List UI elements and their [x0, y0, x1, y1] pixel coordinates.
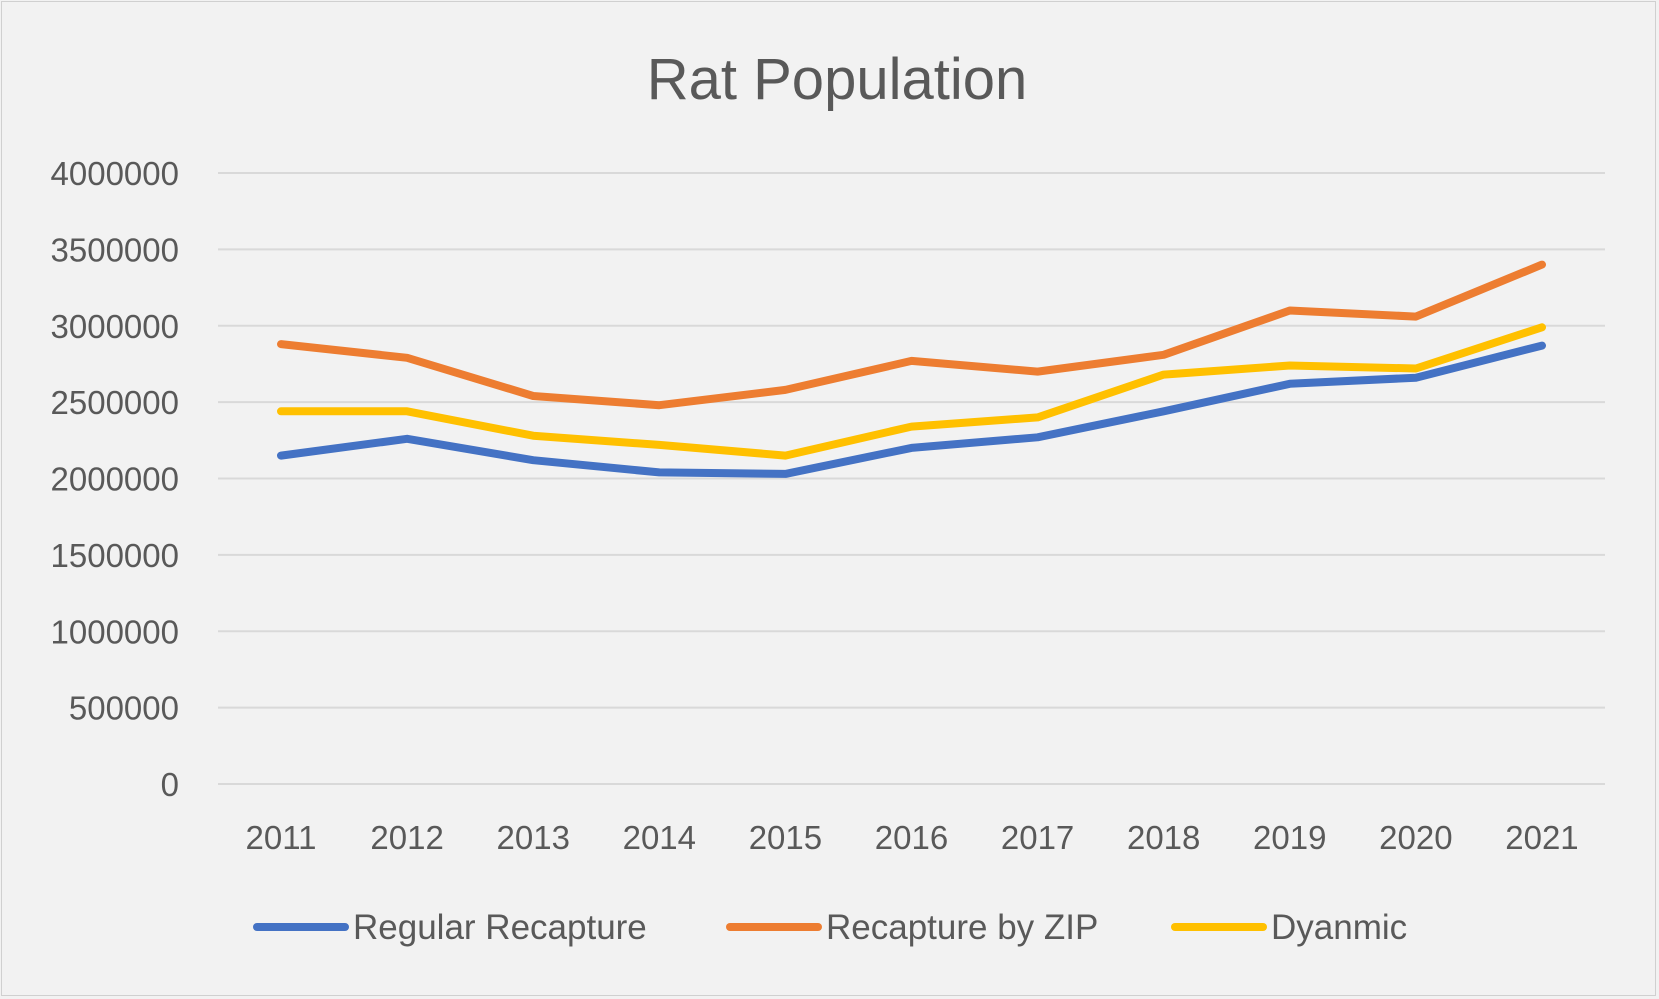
y-tick-label: 4000000 — [51, 155, 179, 192]
legend-label: Regular Recapture — [353, 908, 647, 947]
x-tick-label: 2016 — [875, 819, 948, 856]
x-axis-ticks: 2011 2012 2013 2014 2015 2016 2017 2018 2019 2020… — [246, 819, 1579, 856]
y-tick-label: 1500000 — [51, 537, 179, 574]
y-tick-label: 3000000 — [51, 308, 179, 345]
x-tick-label: 2014 — [623, 819, 696, 856]
y-tick-label: 0 — [161, 766, 179, 803]
legend-label: Recapture by ZIP — [826, 908, 1098, 947]
x-tick-label: 2019 — [1253, 819, 1326, 856]
y-tick-label: 2500000 — [51, 384, 179, 421]
x-tick-label: 2015 — [749, 819, 822, 856]
y-tick-label: 500000 — [69, 690, 179, 727]
x-tick-label: 2013 — [497, 819, 570, 856]
series-line-3 — [277, 323, 1546, 460]
gridlines — [218, 172, 1605, 785]
y-tick-label: 1000000 — [51, 613, 179, 650]
x-tick-label: 2017 — [1001, 819, 1074, 856]
x-tick-label: 2011 — [246, 819, 317, 856]
y-axis-ticks: 0 500000 1000000 1500000 2000000 2500000 30000… — [51, 155, 179, 803]
x-tick-label: 2020 — [1379, 819, 1452, 856]
x-tick-label: 2018 — [1127, 819, 1200, 856]
x-tick-label: 2012 — [370, 819, 443, 856]
legend-label: Dyanmic — [1271, 908, 1407, 947]
y-tick-label: 2000000 — [51, 461, 179, 498]
x-tick-label: 2021 — [1505, 819, 1578, 856]
legend: Regular Recapture Recapture by ZIP Dyanmic — [253, 908, 1407, 947]
series-lines — [277, 260, 1546, 478]
y-tick-label: 3500000 — [51, 231, 179, 268]
chart-title: Rat Population — [647, 47, 1027, 112]
